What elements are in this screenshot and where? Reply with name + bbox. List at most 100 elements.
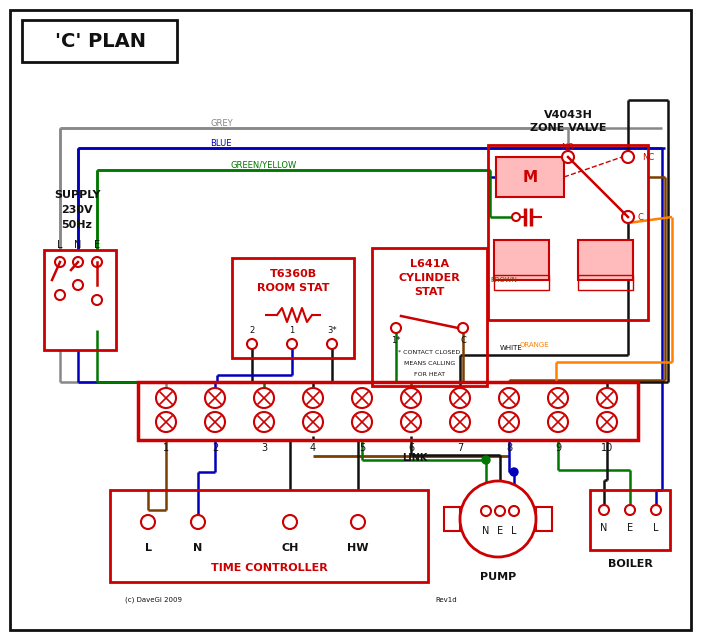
Circle shape [495, 506, 505, 516]
Text: L: L [58, 240, 62, 250]
Text: BOILER: BOILER [607, 559, 652, 569]
Text: TIME CONTROLLER: TIME CONTROLLER [211, 563, 327, 573]
Circle shape [401, 412, 421, 432]
Circle shape [450, 388, 470, 408]
Circle shape [391, 323, 401, 333]
Text: 2: 2 [212, 443, 218, 453]
Text: NC: NC [642, 153, 654, 162]
Circle shape [458, 323, 468, 333]
Text: WHITE: WHITE [500, 345, 523, 351]
Circle shape [481, 506, 491, 516]
Text: E: E [497, 526, 503, 536]
Circle shape [327, 339, 337, 349]
Text: GREY: GREY [210, 119, 232, 128]
Circle shape [352, 388, 372, 408]
Text: ZONE VALVE: ZONE VALVE [530, 123, 607, 133]
Text: 'C' PLAN: 'C' PLAN [55, 31, 145, 51]
Bar [578, 275, 633, 290]
Bar [494, 275, 549, 290]
Text: N: N [600, 523, 608, 533]
Text: N: N [74, 240, 81, 250]
Bar [590, 490, 670, 550]
Bar [444, 507, 460, 531]
Circle shape [625, 505, 635, 515]
Text: Rev1d: Rev1d [435, 597, 456, 603]
Text: E: E [94, 240, 100, 250]
Text: ORANGE: ORANGE [520, 342, 550, 348]
Circle shape [283, 515, 297, 529]
Text: * CONTACT CLOSED: * CONTACT CLOSED [398, 349, 461, 354]
Bar [22, 20, 177, 62]
Text: GREEN/YELLOW: GREEN/YELLOW [230, 160, 296, 169]
Circle shape [548, 412, 568, 432]
Text: N: N [193, 543, 203, 553]
Circle shape [156, 412, 176, 432]
Text: NO: NO [562, 142, 574, 151]
Circle shape [509, 506, 519, 516]
Circle shape [499, 388, 519, 408]
Text: 3: 3 [261, 443, 267, 453]
Text: 1: 1 [289, 326, 295, 335]
Circle shape [247, 339, 257, 349]
Text: PUMP: PUMP [480, 572, 516, 582]
Circle shape [450, 412, 470, 432]
Text: LINK: LINK [402, 453, 428, 463]
Text: C: C [460, 335, 466, 344]
Circle shape [562, 151, 574, 163]
Circle shape [92, 295, 102, 305]
Bar [494, 240, 549, 280]
Text: L641A: L641A [410, 259, 449, 269]
Text: 4: 4 [310, 443, 316, 453]
Text: L: L [145, 543, 152, 553]
Text: MEANS CALLING: MEANS CALLING [404, 360, 455, 365]
Circle shape [205, 412, 225, 432]
Circle shape [401, 388, 421, 408]
Text: 9: 9 [555, 443, 561, 453]
Text: C: C [638, 213, 644, 222]
Bar [578, 240, 633, 280]
Circle shape [352, 412, 372, 432]
Circle shape [597, 412, 617, 432]
Circle shape [156, 388, 176, 408]
Bar [488, 145, 648, 320]
Circle shape [287, 339, 297, 349]
Text: CYLINDER: CYLINDER [399, 273, 461, 283]
Circle shape [599, 505, 609, 515]
Text: M: M [522, 169, 538, 185]
Text: 7: 7 [457, 443, 463, 453]
Circle shape [141, 515, 155, 529]
Circle shape [303, 388, 323, 408]
Bar [110, 490, 428, 582]
Circle shape [510, 468, 518, 476]
Text: L: L [511, 526, 517, 536]
Text: N: N [482, 526, 490, 536]
Text: (c) DaveGi 2009: (c) DaveGi 2009 [125, 597, 182, 603]
Bar [138, 382, 638, 440]
Circle shape [73, 257, 83, 267]
Text: HW: HW [347, 543, 369, 553]
Text: 8: 8 [506, 443, 512, 453]
Circle shape [482, 456, 490, 464]
Bar [496, 157, 564, 197]
Text: E: E [627, 523, 633, 533]
Circle shape [55, 257, 65, 267]
Text: 1: 1 [163, 443, 169, 453]
Bar [536, 507, 552, 531]
Circle shape [512, 213, 520, 221]
Circle shape [303, 412, 323, 432]
Text: STAT: STAT [414, 287, 444, 297]
Text: SUPPLY: SUPPLY [54, 190, 100, 200]
Circle shape [73, 280, 83, 290]
Circle shape [191, 515, 205, 529]
Circle shape [351, 515, 365, 529]
Circle shape [55, 290, 65, 300]
Text: ROOM STAT: ROOM STAT [257, 283, 329, 293]
Circle shape [205, 388, 225, 408]
Text: L: L [654, 523, 658, 533]
Text: 2: 2 [249, 326, 255, 335]
Circle shape [622, 151, 634, 163]
Text: FOR HEAT: FOR HEAT [414, 372, 445, 376]
Circle shape [254, 412, 274, 432]
Text: V4043H: V4043H [543, 110, 592, 120]
Text: 3*: 3* [327, 326, 337, 335]
